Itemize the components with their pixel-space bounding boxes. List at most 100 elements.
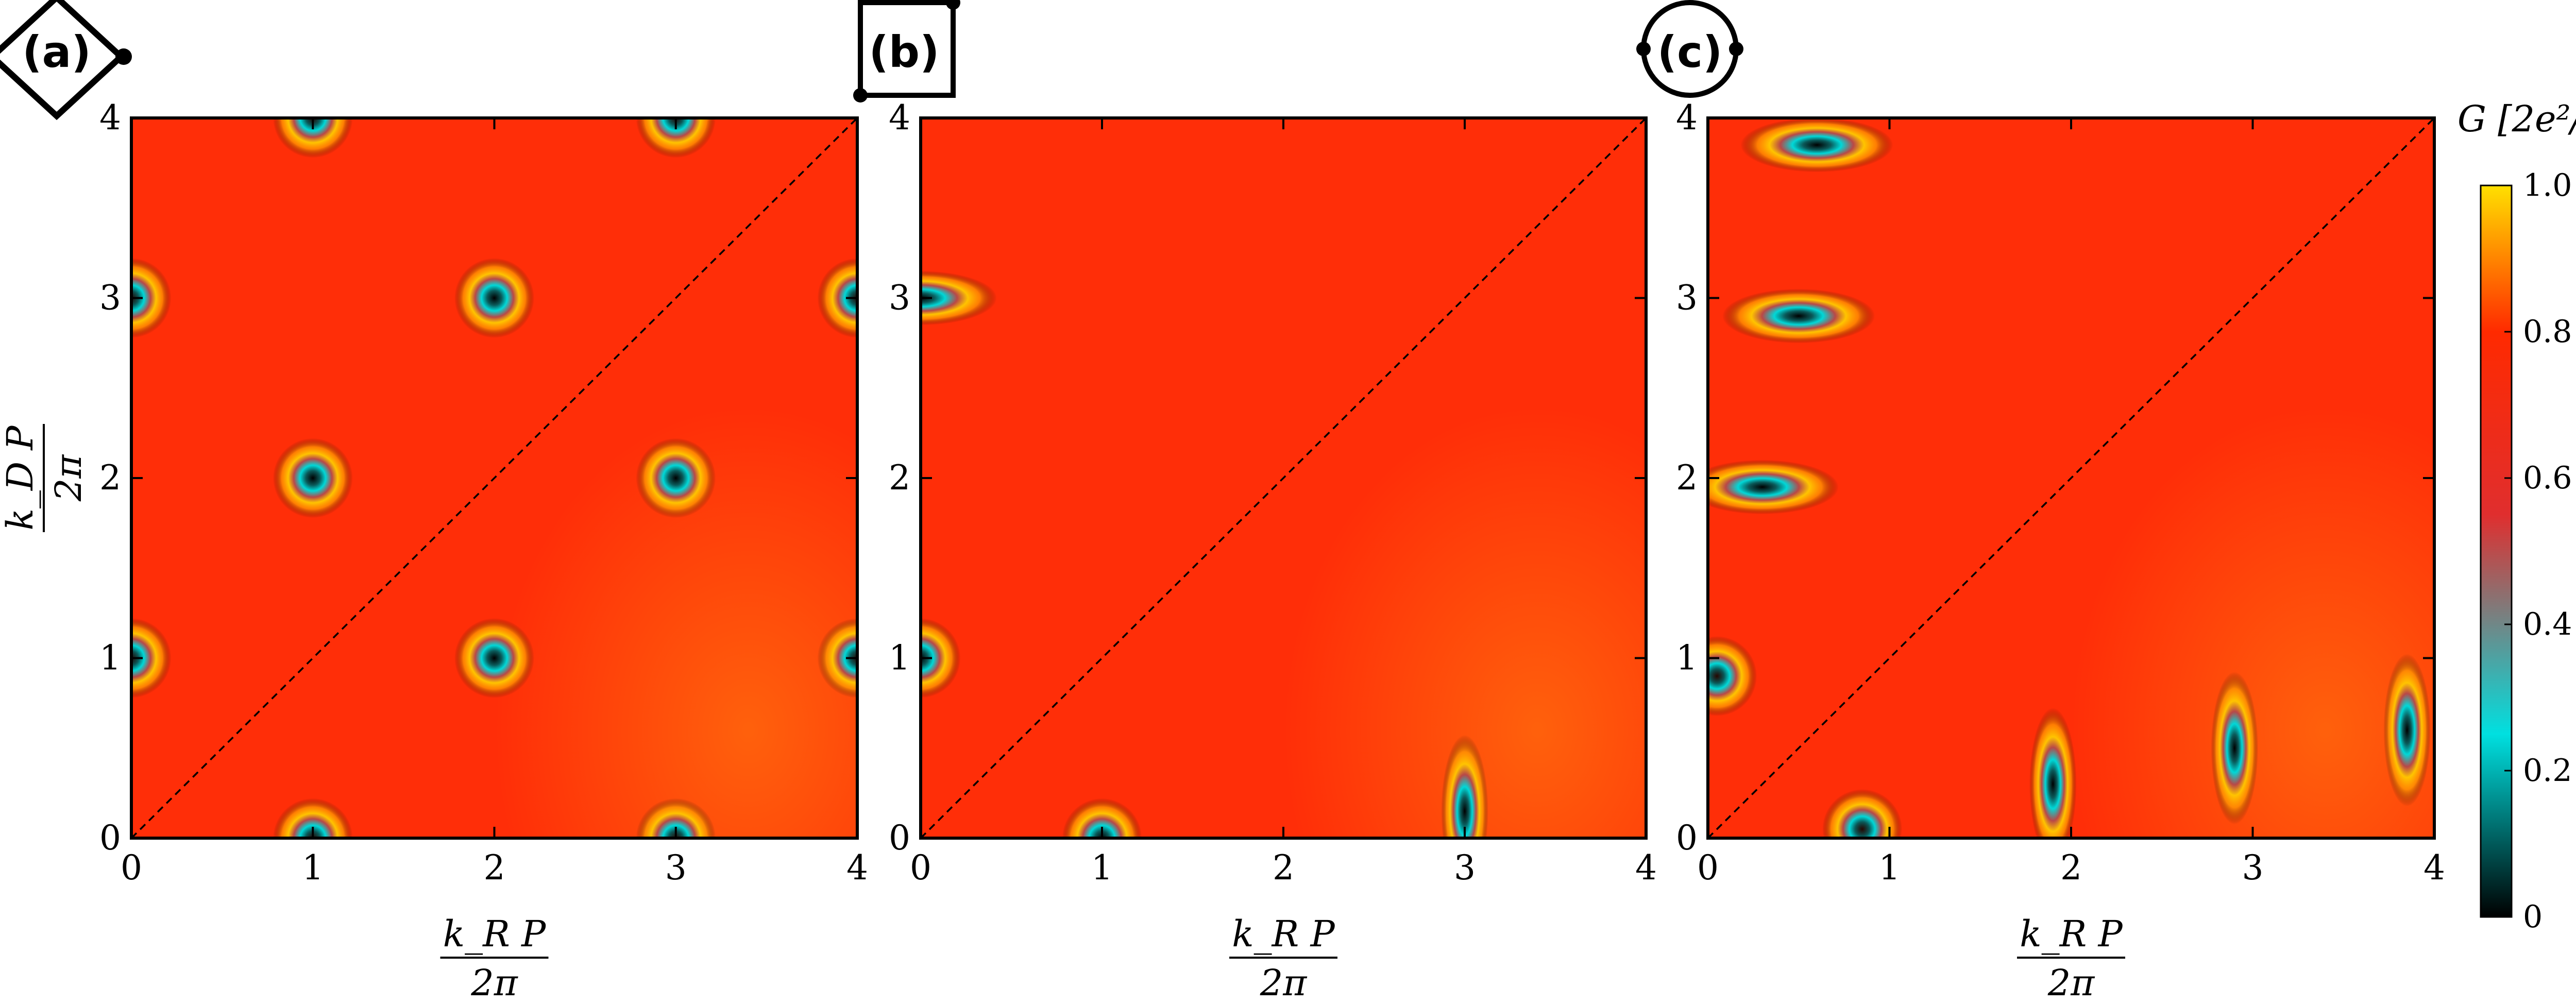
y-tick-label: 3 (889, 278, 910, 318)
conductance-minimum (2383, 654, 2431, 807)
x-axis-label: k_R P 2π (1229, 913, 1337, 1004)
conductance-minimum (1062, 798, 1142, 838)
conductance-minimum (1708, 636, 1757, 716)
heatmap-field (921, 270, 1646, 838)
conductance-minimum (131, 258, 172, 338)
x-tick-label: 0 (910, 848, 931, 888)
y-tick-label: 2 (889, 458, 910, 498)
x-tick-label: 3 (665, 848, 687, 888)
heatmap-sheen (494, 406, 857, 838)
conductance-minimum (636, 118, 716, 158)
x-tick-label: 0 (121, 848, 142, 888)
conductance-minimum (636, 798, 716, 838)
x-tick-label: 1 (1879, 848, 1901, 888)
x-tick-label: 2 (2060, 848, 2082, 888)
x-tick-label: 1 (302, 848, 324, 888)
x-axis-label-numerator: k_R P (2020, 913, 2123, 955)
conductance-minimum (131, 618, 172, 698)
conductance-minimum (1441, 735, 1488, 838)
y-tick-label: 3 (1676, 278, 1698, 318)
conductance-minimum (1722, 288, 1875, 344)
diagonal-dashed-line (1707, 117, 2435, 839)
conductance-minimum (1740, 118, 1893, 173)
colorbar-tick-label: 0.8 (2523, 314, 2572, 350)
x-tick-label: 2 (1273, 848, 1294, 888)
y-tick-label: 0 (99, 818, 121, 858)
conductance-minimum (2211, 672, 2259, 825)
x-tick-label: 1 (1091, 848, 1113, 888)
y-tick-label: 4 (99, 98, 121, 138)
y-tick-label: 2 (1676, 458, 1698, 498)
y-axis-label-denominator: 2π (47, 454, 90, 502)
conductance-minimum (921, 270, 997, 326)
diagonal-dashed-line (920, 117, 1647, 839)
x-axis-label-numerator: k_R P (1232, 913, 1335, 955)
y-tick-label: 0 (889, 818, 910, 858)
panel-label-text: (c) (1657, 27, 1723, 77)
x-axis-label: k_R P 2π (440, 913, 549, 1004)
heatmap-field (131, 118, 857, 838)
panel-label-text: (a) (22, 27, 91, 77)
conductance-minimum (454, 258, 534, 338)
x-tick-label: 4 (846, 848, 868, 888)
y-tick-label: 2 (99, 458, 121, 498)
x-tick-label: 3 (1454, 848, 1476, 888)
conductance-minimum (273, 118, 353, 158)
y-tick-label: 1 (1676, 638, 1698, 678)
conductance-minimum (2029, 708, 2077, 838)
panel-label: (a) (0, 0, 132, 121)
heatmap-field (1708, 118, 2434, 838)
x-tick-label: 4 (1635, 848, 1657, 888)
x-tick-label: 4 (2424, 848, 2445, 888)
vertex-dot-icon (1636, 42, 1651, 56)
panel-label: (c) (1636, 0, 1743, 98)
colorbar-tick-label: 0.6 (2523, 460, 2572, 496)
x-axis-label-denominator: 2π (470, 962, 519, 1004)
heatmap-sheen (2071, 406, 2434, 838)
y-tick-label: 3 (99, 278, 121, 318)
y-tick-label: 1 (99, 638, 121, 678)
colorbar: 1.0 0.8 0.6 0.4 0.2 0 G [2e²/h] (2458, 98, 2576, 935)
colorbar-tick-label: 0 (2523, 899, 2543, 935)
vertex-dot-icon (853, 88, 868, 103)
heatmap-sheen (1283, 406, 1646, 838)
colorbar-title: G [2e²/h] (2458, 98, 2576, 140)
conductance-minimum (817, 618, 857, 698)
conductance-minimum (921, 618, 961, 698)
x-tick-label: 2 (484, 848, 505, 888)
conductance-minimum (1822, 789, 1903, 838)
vertex-dot-icon (1729, 42, 1743, 56)
y-tick-label: 4 (889, 98, 910, 138)
y-axis-label-numerator: k_D P (0, 425, 41, 531)
vertex-dot-icon (115, 48, 132, 65)
x-axis-label-numerator: k_R P (443, 913, 547, 955)
conductance-minimum (273, 798, 353, 838)
colorbar-tick-label: 1.0 (2523, 167, 2572, 203)
y-tick-label: 4 (1676, 98, 1698, 138)
x-tick-label: 3 (2242, 848, 2264, 888)
x-axis-label-denominator: 2π (2047, 962, 2096, 1004)
x-tick-label: 0 (1697, 848, 1719, 888)
conductance-minimum (273, 438, 353, 518)
diagonal-dashed-line (130, 117, 858, 839)
panel-b: 0 1 2 3 4 0 1 2 3 4 k_R P 2π (b) (853, 0, 1657, 1004)
y-tick-label: 0 (1676, 818, 1698, 858)
x-axis-label-denominator: 2π (1260, 962, 1308, 1004)
colorbar-tick-label: 0.4 (2523, 606, 2572, 642)
diamond-icon (0, 0, 126, 121)
panel-label-text: (b) (869, 27, 940, 77)
conductance-minimum (454, 618, 534, 698)
vertex-dot-icon (946, 0, 960, 10)
conductance-minimum (636, 438, 716, 518)
colorbar-gradient (2480, 184, 2513, 918)
square-icon (858, 0, 956, 98)
panel-label: (b) (853, 0, 960, 103)
y-axis-label: k_D P 2π (0, 424, 90, 532)
x-axis-label: k_R P 2π (2017, 913, 2125, 1004)
conductance-minimum (817, 258, 857, 338)
conductance-minimum (1708, 460, 1839, 515)
y-tick-label: 1 (889, 638, 910, 678)
